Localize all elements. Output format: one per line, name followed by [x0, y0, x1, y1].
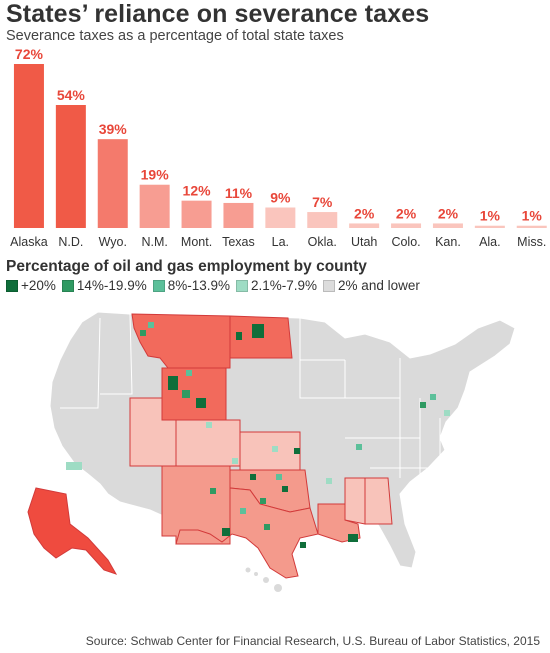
value-label-utah: 2% — [354, 205, 375, 221]
legend-label-2-7: 2.1%-7.9% — [251, 278, 318, 293]
legend-swatch-8-13 — [152, 279, 165, 292]
value-label-miss: 1% — [522, 208, 543, 224]
value-label-nm: 19% — [141, 167, 170, 183]
bar-texas — [223, 202, 254, 228]
map-title: Percentage of oil and gas employment by … — [6, 258, 367, 275]
legend-swatch-14-19 — [61, 279, 74, 292]
state-kansas — [239, 431, 301, 471]
category-label-wyo: Wyo. — [99, 235, 127, 249]
county-markers-2-7 — [66, 410, 450, 484]
category-label-texas: Texas — [222, 235, 255, 249]
category-label-ala: Ala. — [479, 235, 501, 249]
bar-nd — [55, 105, 86, 228]
legend-item-20-plus: +20% — [6, 278, 56, 293]
legend-label-14-19: 14%-19.9% — [76, 278, 147, 293]
category-label-la: La. — [272, 235, 289, 249]
bar-nm — [139, 184, 170, 228]
value-label-texas: 11% — [225, 185, 253, 201]
bar-alaska — [13, 64, 44, 228]
category-label-colo: Colo. — [391, 235, 420, 249]
value-label-wyo: 39% — [99, 121, 128, 137]
bar-wyo — [97, 139, 128, 228]
source-note: Source: Schwab Center for Financial Rese… — [85, 634, 540, 648]
value-label-colo: 2% — [396, 205, 417, 221]
map-legend: +20% 14%-19.9% 8%-13.9% 2.1%-7.9% 2% and… — [6, 278, 426, 293]
value-label-mont: 12% — [183, 183, 212, 199]
legend-swatch-2-7 — [236, 279, 248, 292]
state-hawaii — [245, 567, 282, 592]
category-label-okla: Okla. — [308, 235, 337, 249]
state-alaska — [27, 487, 118, 575]
category-label-utah: Utah — [351, 235, 377, 249]
legend-swatch-20-plus — [6, 279, 18, 292]
value-label-ala: 1% — [480, 208, 501, 224]
bar-okla — [307, 212, 338, 228]
value-label-alaska: 72% — [15, 48, 44, 62]
category-label-alaska: Alaska — [10, 235, 48, 249]
state-texas — [175, 487, 319, 579]
bar-la — [265, 207, 296, 228]
state-wyoming — [161, 367, 227, 421]
category-label-kan: Kan. — [435, 235, 461, 249]
legend-label-2-and-lower: 2% and lower — [338, 278, 420, 293]
legend-item-2-7: 2.1%-7.9% — [236, 278, 317, 293]
category-label-nd: N.D. — [58, 235, 83, 249]
legend-label-8-13: 8%-13.9% — [167, 278, 230, 293]
category-label-nm: N.M. — [141, 235, 167, 249]
value-label-la: 9% — [270, 190, 291, 206]
value-label-kan: 2% — [438, 205, 459, 221]
bar-ala — [474, 225, 505, 228]
chart-title: States’ reliance on severance taxes — [6, 0, 430, 28]
us-county-employment-map — [27, 311, 516, 592]
county-markers-20-plus — [168, 324, 358, 548]
legend-label-20-plus: +20% — [21, 278, 56, 293]
bar-kan — [432, 223, 463, 228]
legend-item-2-and-lower: 2% and lower — [323, 278, 420, 293]
bar-miss — [516, 225, 547, 228]
legend-item-8-13: 8%-13.9% — [152, 278, 230, 293]
severance-tax-bar-chart: 72% Alaska 54% N.D. 39% Wyo. 19% N.M. 12% Mont. 11… — [10, 48, 547, 249]
bar-colo — [391, 223, 422, 228]
value-label-okla: 7% — [312, 194, 333, 210]
chart-subtitle: Severance taxes as a percentage of total… — [6, 28, 344, 44]
legend-swatch-2-and-lower — [323, 279, 336, 292]
state-mississippi — [344, 477, 366, 525]
county-markers-8-13 — [148, 322, 436, 514]
category-label-mont: Mont. — [181, 235, 212, 249]
county-markers-14-19 — [140, 330, 426, 530]
state-alabama — [364, 477, 393, 525]
legend-item-14-19: 14%-19.9% — [61, 278, 147, 293]
bar-mont — [181, 200, 212, 228]
bar-utah — [349, 223, 380, 228]
category-label-miss: Miss. — [517, 235, 546, 249]
value-label-nd: 54% — [57, 87, 86, 103]
